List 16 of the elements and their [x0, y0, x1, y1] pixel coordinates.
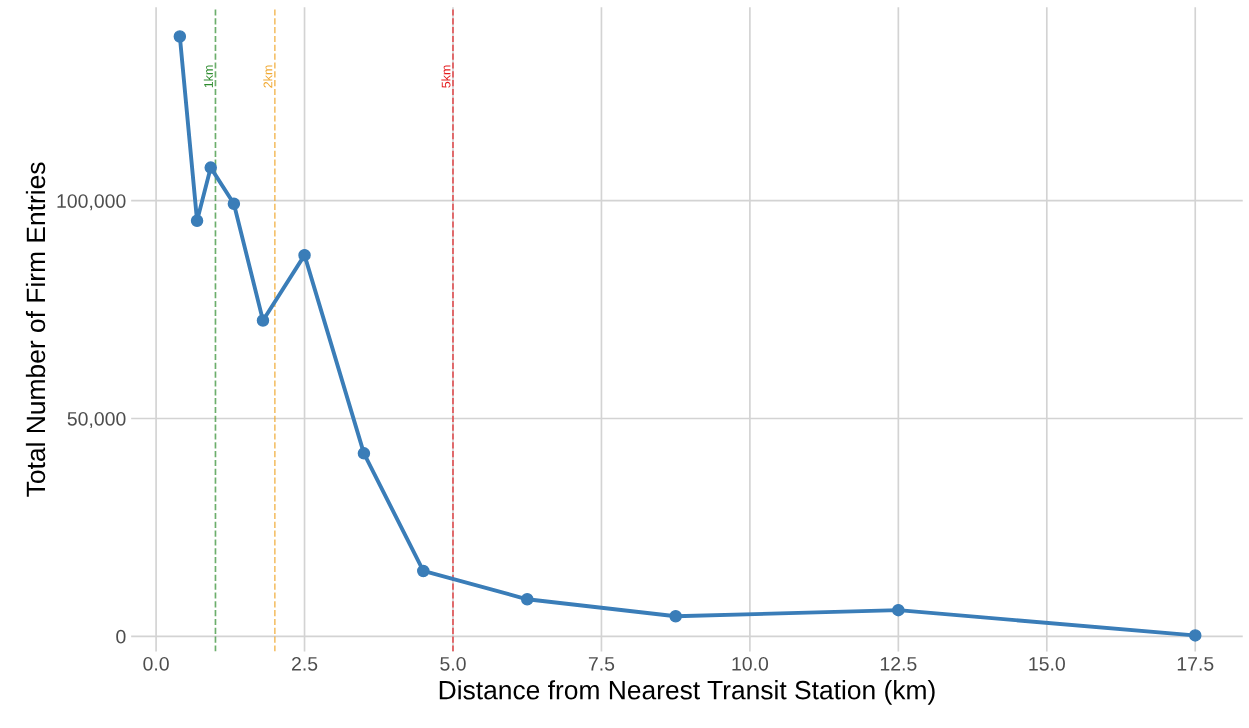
y-tick-label: 50,000 — [67, 411, 126, 429]
x-tick-label: 5.0 — [440, 656, 466, 671]
ref-line-label: 2km — [263, 65, 273, 88]
x-tick-label: 0.0 — [143, 656, 169, 671]
x-tick-label: 7.5 — [588, 657, 615, 671]
y-tick-label: 100,000 — [57, 194, 126, 211]
ref-line-label: 5km — [441, 65, 451, 88]
x-tick-label: 12.5 — [880, 656, 917, 671]
x-tick-label: 17.5 — [1177, 657, 1214, 671]
x-tick-label: 15.0 — [1029, 656, 1065, 671]
x-tick-label: 2.5 — [292, 656, 318, 671]
ref-line-label: 1km — [203, 65, 213, 88]
x-tick-label: 10.0 — [732, 656, 769, 671]
y-tick-label: 0 — [116, 629, 126, 644]
y-axis-title: Total Number of Firm Entries — [25, 162, 46, 497]
x-axis-title: Distance from Nearest Transit Station (km) — [439, 680, 935, 705]
